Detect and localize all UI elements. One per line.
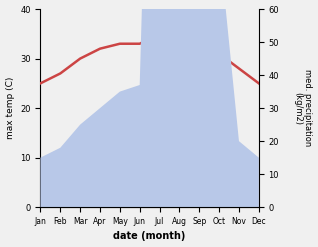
X-axis label: date (month): date (month) [114,231,186,242]
Y-axis label: max temp (C): max temp (C) [5,77,15,139]
Y-axis label: med. precipitation
(kg/m2): med. precipitation (kg/m2) [293,69,313,147]
